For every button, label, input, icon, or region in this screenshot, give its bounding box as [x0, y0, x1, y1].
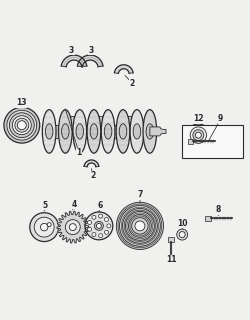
Polygon shape: [49, 125, 65, 138]
Circle shape: [65, 220, 80, 235]
Circle shape: [179, 232, 185, 237]
Ellipse shape: [46, 124, 53, 139]
Circle shape: [177, 229, 188, 240]
Polygon shape: [94, 116, 108, 129]
Ellipse shape: [42, 110, 56, 153]
Polygon shape: [61, 55, 87, 67]
Ellipse shape: [130, 110, 144, 153]
Circle shape: [96, 223, 102, 228]
Circle shape: [99, 214, 102, 218]
Circle shape: [195, 132, 201, 138]
Polygon shape: [78, 55, 103, 67]
Text: 4: 4: [72, 200, 77, 209]
Circle shape: [10, 113, 34, 138]
Ellipse shape: [58, 110, 72, 153]
Ellipse shape: [73, 110, 86, 153]
Polygon shape: [65, 116, 80, 129]
Text: 3: 3: [69, 46, 74, 55]
Circle shape: [92, 233, 96, 236]
Ellipse shape: [101, 110, 115, 153]
Text: 6: 6: [98, 201, 103, 210]
Ellipse shape: [90, 124, 98, 139]
Text: 13: 13: [16, 98, 26, 107]
Circle shape: [190, 127, 206, 143]
Polygon shape: [108, 125, 123, 138]
Text: 12: 12: [193, 115, 203, 124]
Text: 10: 10: [177, 219, 188, 228]
Ellipse shape: [133, 124, 141, 139]
Polygon shape: [57, 211, 89, 243]
Ellipse shape: [104, 124, 112, 139]
Polygon shape: [137, 125, 150, 138]
Circle shape: [104, 230, 108, 234]
Circle shape: [128, 214, 151, 237]
Bar: [205, 216, 211, 221]
Polygon shape: [84, 160, 99, 167]
Ellipse shape: [116, 110, 130, 153]
Circle shape: [92, 215, 96, 219]
Circle shape: [99, 234, 102, 238]
Circle shape: [88, 227, 92, 231]
Circle shape: [12, 116, 31, 135]
Text: 3: 3: [89, 46, 94, 55]
Circle shape: [69, 224, 76, 231]
Circle shape: [122, 208, 157, 243]
Bar: [188, 139, 193, 144]
Ellipse shape: [87, 110, 101, 153]
Circle shape: [30, 213, 58, 242]
Ellipse shape: [119, 124, 127, 139]
Circle shape: [187, 124, 210, 146]
Polygon shape: [150, 127, 166, 136]
Polygon shape: [80, 125, 94, 138]
Circle shape: [135, 221, 145, 231]
Circle shape: [120, 205, 160, 246]
Polygon shape: [114, 65, 133, 73]
Ellipse shape: [146, 124, 154, 139]
Circle shape: [94, 221, 103, 230]
Circle shape: [132, 218, 148, 234]
Circle shape: [116, 202, 164, 250]
Circle shape: [15, 118, 29, 132]
Circle shape: [88, 220, 92, 224]
Circle shape: [193, 130, 204, 140]
Text: 5: 5: [43, 201, 48, 210]
Bar: [168, 237, 174, 242]
Text: 9: 9: [218, 115, 223, 124]
Text: 7: 7: [138, 190, 143, 199]
Ellipse shape: [40, 223, 48, 231]
Circle shape: [85, 212, 113, 240]
Circle shape: [104, 218, 108, 221]
Text: 1: 1: [76, 148, 82, 157]
Circle shape: [17, 121, 26, 130]
Circle shape: [4, 107, 40, 143]
Circle shape: [126, 212, 154, 240]
Text: 2: 2: [90, 171, 95, 180]
Ellipse shape: [62, 124, 69, 139]
Bar: [182, 125, 243, 157]
Circle shape: [7, 110, 37, 140]
Text: 8: 8: [216, 205, 221, 214]
Circle shape: [47, 223, 51, 227]
Text: 11: 11: [166, 255, 176, 264]
Circle shape: [107, 224, 111, 228]
Circle shape: [34, 217, 54, 237]
Ellipse shape: [76, 124, 84, 139]
Text: 2: 2: [130, 79, 135, 88]
Polygon shape: [123, 116, 137, 129]
Ellipse shape: [143, 110, 157, 153]
